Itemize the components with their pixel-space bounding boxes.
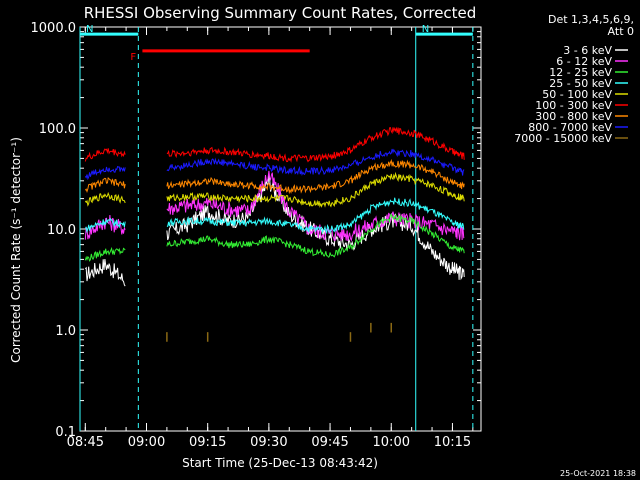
flag-label: N [422,24,429,35]
y-axis-label: Corrected Count Rate (s⁻¹ detector⁻¹) [9,137,23,363]
series-line [166,148,465,176]
legend-label: 12 - 25 keV [549,66,612,79]
legend-label: 25 - 50 keV [549,77,612,90]
series-line [84,191,126,207]
series-line [84,217,126,234]
plot-frame [79,26,482,432]
series-line [166,171,465,208]
y-tick-label: 100.0 [39,122,76,137]
series-line [166,158,465,195]
x-tick-label: 09:15 [189,435,226,450]
legend-label: 50 - 100 keV [542,88,612,101]
x-tick-label: 08:45 [67,435,104,450]
series-line [84,177,126,193]
legend-label: 7000 - 15000 keV [514,132,612,145]
legend-label: 3 - 6 keV [563,44,612,57]
footer-timestamp: 25-Oct-2021 18:38 [560,469,636,478]
legend-label: 100 - 300 keV [535,99,612,112]
plot-area: 0.1 1.0 10.0 100.0 1000.0 08:45 09:00 09:15 09:3… [31,21,482,450]
series-line [84,259,126,287]
legend-header-line-2: Att 0 [608,25,634,38]
flag-label: N [86,24,93,35]
series-line [84,165,126,181]
y-tick-label: 10.0 [47,223,76,238]
series-line [84,148,126,162]
y-tick-label: 1.0 [55,324,76,339]
x-axis-label: Start Time (25-Dec-13 08:43:42) [182,456,378,470]
y-tick-label: 0.1 [55,425,76,440]
series-line [166,214,465,258]
legend-label: 6 - 12 keV [556,55,612,68]
legend-header-line-1: Det 1,3,4,5,6,9, [548,13,634,26]
x-tick-label: 10:15 [434,435,471,450]
series-line [166,126,465,163]
y-tick-label: 1000.0 [31,21,77,36]
legend-label: 800 - 7000 keV [528,121,612,134]
x-tick-label: 09:45 [311,435,348,450]
x-tick-label: 09:30 [250,435,287,450]
chart-title: RHESSI Observing Summary Count Rates, Co… [84,4,477,22]
series-line [166,197,465,235]
x-tick-label: 09:00 [128,435,165,450]
series-line [166,175,465,281]
flag-label: F [130,52,136,63]
legend-label: 300 - 800 keV [535,110,612,123]
series-line [84,246,126,262]
x-tick-label: 10:00 [373,435,410,450]
